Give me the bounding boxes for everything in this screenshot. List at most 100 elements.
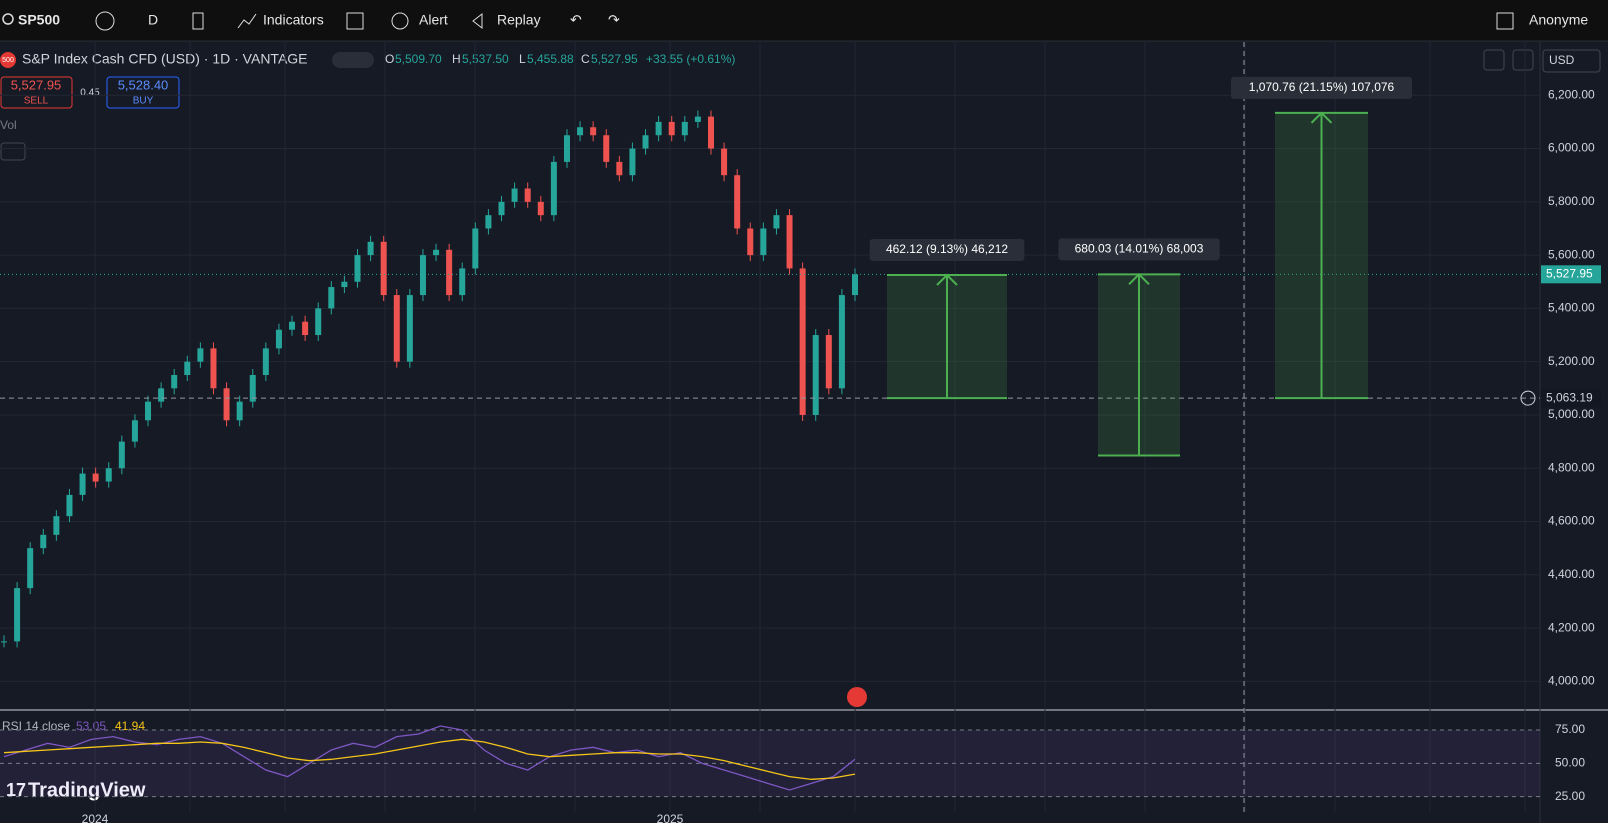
candle	[354, 255, 361, 282]
rsi-line	[3, 738, 856, 780]
indicators-icon[interactable]	[237, 13, 257, 29]
measure-label: 1,070.76 (21.15%) 107,076	[1249, 80, 1395, 94]
measure-label-bg	[1058, 238, 1220, 261]
sell-price: 5,527.95	[11, 77, 62, 92]
y-tick-label: 5,800.00	[1548, 194, 1595, 208]
y-tick-label: 6,200.00	[1548, 87, 1595, 101]
candle	[537, 201, 544, 216]
badge	[0, 52, 16, 68]
candle	[118, 441, 125, 469]
h: 5,537.50	[462, 52, 509, 66]
buy-price: 5,528.40	[118, 77, 169, 92]
candle	[92, 473, 99, 482]
candle	[27, 548, 34, 589]
arrow-head	[936, 273, 958, 286]
candle	[328, 287, 335, 309]
candle	[524, 188, 531, 202]
reset-btn[interactable]	[1512, 49, 1534, 71]
candle	[707, 116, 714, 149]
candle	[145, 401, 152, 421]
candle	[747, 228, 754, 256]
y-tick-label: 4,800.00	[1548, 460, 1595, 474]
replay-icon[interactable]	[472, 12, 483, 30]
layout-icon[interactable]	[346, 12, 364, 30]
crosshair-tag	[1541, 389, 1601, 408]
currency: USD	[1549, 53, 1575, 67]
y-tick-label: 4,200.00	[1548, 620, 1595, 634]
candle	[406, 295, 413, 362]
change: +33.55 (+0.61%)	[646, 52, 735, 66]
measure-label: 462.12 (9.13%) 46,212	[886, 242, 1008, 256]
collapse[interactable]	[0, 142, 26, 161]
event-flag	[847, 687, 867, 707]
measure-label: 680.03 (14.01%) 68,003	[1075, 241, 1204, 255]
o-key: O	[385, 52, 394, 66]
replay[interactable]: Replay	[497, 12, 541, 28]
add-symbol[interactable]	[95, 11, 115, 31]
candle	[734, 175, 741, 229]
h-key: H	[452, 52, 461, 66]
candle	[681, 121, 688, 136]
candle	[852, 274, 858, 296]
candle	[289, 321, 296, 330]
candle	[210, 348, 217, 389]
search-icon[interactable]	[2, 13, 14, 25]
scroll-btn[interactable]	[1483, 49, 1505, 71]
candle	[773, 215, 780, 229]
redo[interactable]: ↷	[608, 12, 620, 28]
y-tick-label: 5,400.00	[1548, 301, 1595, 315]
candle	[760, 228, 767, 256]
candle	[721, 148, 728, 176]
sell-label: SELL	[24, 96, 49, 107]
candle	[262, 348, 269, 375]
buy-label: BUY	[133, 96, 154, 107]
alert[interactable]: Alert	[419, 12, 448, 28]
candle	[14, 588, 21, 642]
user[interactable]: Anonyme	[1529, 12, 1588, 28]
candle	[590, 127, 597, 136]
candle	[341, 281, 348, 288]
measure-label-bg	[1231, 76, 1412, 99]
candle	[275, 329, 282, 349]
candle	[485, 215, 492, 229]
candle	[223, 388, 230, 421]
candle	[197, 348, 204, 362]
candle	[799, 268, 806, 415]
last-price: 5,527.95	[1546, 266, 1593, 280]
candle	[786, 215, 793, 269]
candle	[825, 335, 832, 389]
candle	[302, 321, 309, 336]
candle	[668, 121, 675, 136]
currency-select[interactable]	[1542, 49, 1601, 73]
toggle[interactable]	[332, 52, 374, 68]
sell-button[interactable]	[0, 76, 73, 109]
candle	[380, 241, 387, 296]
chart-type-icon[interactable]	[192, 12, 204, 30]
candle	[367, 241, 374, 256]
indicators[interactable]: Indicators	[263, 12, 324, 28]
candle	[433, 249, 440, 256]
last-price-tag	[1541, 265, 1601, 284]
candle	[577, 127, 584, 136]
candle	[616, 161, 623, 176]
spread: 0.45	[80, 88, 100, 99]
candle	[472, 228, 479, 269]
candle	[53, 516, 60, 535]
vol: Vol	[0, 118, 17, 132]
c-key: C	[581, 52, 590, 66]
crosshair-plus	[1520, 390, 1536, 406]
l-key: L	[519, 52, 526, 66]
o: 5,509.70	[395, 52, 442, 66]
symbol[interactable]: SP500	[18, 12, 60, 28]
candle	[812, 335, 819, 415]
interval[interactable]: D	[148, 12, 158, 28]
buy-button[interactable]	[106, 76, 180, 109]
user-icon[interactable]	[1496, 12, 1514, 30]
candle	[105, 468, 112, 482]
alert-icon[interactable]	[391, 12, 409, 30]
y-tick-label: 5,600.00	[1548, 247, 1595, 261]
candle	[158, 388, 165, 402]
undo[interactable]: ↶	[570, 12, 582, 28]
